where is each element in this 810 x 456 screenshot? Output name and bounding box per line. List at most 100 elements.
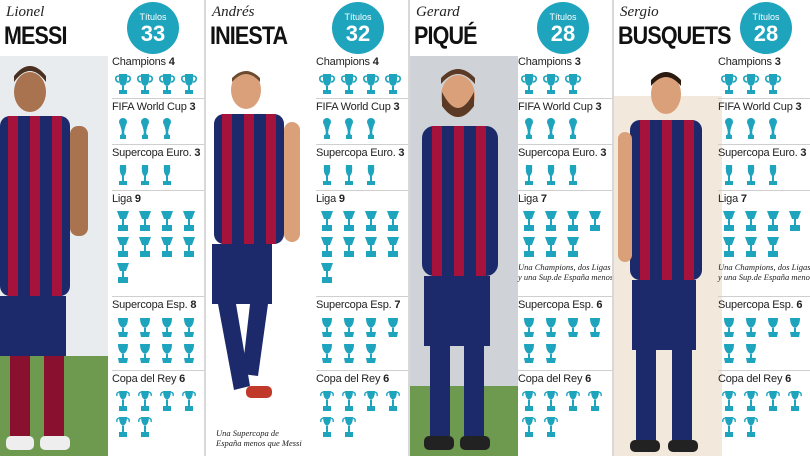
section-title: Copa del Rey 6 [518,373,612,386]
player-first-name: Lionel [6,4,45,20]
player-last-name: BUSQUETS [618,22,731,50]
trophy-sections: Champions 4 FIFA World Cup 3 Supercopa E… [316,54,408,456]
player-first-name: Sergio [620,4,659,20]
liga-trophy-icon [112,209,134,235]
section-title: Liga 9 [316,193,408,206]
supercopa-trophy-icon [316,163,338,189]
section-title: Supercopa Esp. 8 [112,299,204,312]
cup-row [112,389,200,441]
copa-del-rey-trophy-icon [338,415,360,441]
supercopa-trophy-icon [762,163,784,189]
liga-trophy-icon [360,235,382,261]
copa-del-rey-trophy-icon [134,415,156,441]
cup-row [316,315,404,367]
player-first-name: Gerard [416,4,460,20]
supercopa-trophy-icon [540,163,562,189]
section-label: FIFA World Cup [718,101,793,113]
liga-trophy-icon [584,209,606,235]
copa-del-rey-trophy-icon [382,389,404,415]
liga-trophy-icon [562,209,584,235]
liga-trophy-icon [740,209,762,235]
section-title: Liga 7 [518,193,612,206]
player-figure-icon [206,56,314,456]
liga-trophy-icon [382,209,404,235]
section-supercopa-esp: Supercopa Esp. 8 [112,296,204,370]
section-champions: Champions 4 [112,54,204,98]
supercopa-espana-trophy-icon [338,315,360,341]
note-line: y una Sup.de España menos [718,272,810,282]
supercopa-espana-trophy-icon [382,315,404,341]
liga-trophy-icon [316,235,338,261]
cup-row [518,117,606,143]
cup-row [518,209,606,261]
section-count: 3 [393,101,400,113]
section-world-cup: FIFA World Cup 3 [518,98,612,144]
copa-del-rey-trophy-icon [718,415,740,441]
copa-del-rey-trophy-icon [112,415,134,441]
section-label: Copa del Rey [112,373,177,385]
section-label: Supercopa Euro. [518,147,598,159]
cup-row [112,72,200,98]
supercopa-espana-trophy-icon [316,315,338,341]
section-title: Copa del Rey 6 [112,373,204,386]
liga-trophy-icon [112,235,134,261]
liga-trophy-icon [134,235,156,261]
section-title: FIFA World Cup 3 [112,101,204,114]
section-label: Supercopa Esp. [112,299,188,311]
copa-del-rey-trophy-icon [178,389,200,415]
section-label: Liga [518,193,538,205]
copa-del-rey-trophy-icon [112,389,134,415]
titles-badge: Títulos 28 [740,2,792,54]
cup-row [316,209,404,287]
section-count: 9 [134,193,141,205]
supercopa-espana-trophy-icon [740,315,762,341]
liga-trophy-icon [338,235,360,261]
world-cup-trophy-icon [134,117,156,143]
supercopa-espana-trophy-icon [156,315,178,341]
section-supercopa-euro: Supercopa Euro. 3 [718,144,810,190]
section-copa-del-rey: Copa del Rey 6 [518,370,612,456]
big-eared-trophy-icon [518,72,540,98]
section-title: Champions 3 [718,56,810,69]
section-count: 3 [189,101,196,113]
section-count: 6 [585,373,592,385]
world-cup-trophy-icon [540,117,562,143]
section-label: Supercopa Esp. [718,299,794,311]
section-count: 7 [394,299,401,311]
cup-row [316,72,404,98]
cup-row [112,209,200,287]
liga-trophy-icon [382,235,404,261]
big-eared-trophy-icon [338,72,360,98]
section-count: 6 [596,299,603,311]
player-photo [0,56,108,456]
supercopa-espana-trophy-icon [112,315,134,341]
cup-row [316,163,404,189]
supercopa-espana-trophy-icon [718,315,740,341]
big-eared-trophy-icon [540,72,562,98]
supercopa-espana-trophy-icon [338,341,360,367]
section-count: 8 [190,299,197,311]
big-eared-trophy-icon [382,72,404,98]
cup-row [518,389,606,441]
liga-trophy-icon [112,261,134,287]
section-count: 3 [595,101,602,113]
section-count: 3 [574,56,581,68]
copa-del-rey-trophy-icon [762,389,784,415]
player-panel-iniesta: Andrés INIESTA Títulos 32 Una Supercopa … [204,0,408,456]
section-title: Liga 9 [112,193,204,206]
section-label: Champions [718,56,772,68]
big-eared-trophy-icon [134,72,156,98]
section-label: Champions [316,56,370,68]
section-label: Supercopa Euro. [112,147,192,159]
cup-row [718,72,806,98]
section-count: 6 [785,373,792,385]
copa-del-rey-trophy-icon [360,389,382,415]
copa-del-rey-trophy-icon [562,389,584,415]
copa-del-rey-trophy-icon [518,389,540,415]
big-eared-trophy-icon [316,72,338,98]
section-title: Supercopa Esp. 6 [718,299,810,312]
liga-trophy-icon [134,209,156,235]
copa-del-rey-trophy-icon [316,415,338,441]
supercopa-espana-trophy-icon [134,341,156,367]
supercopa-trophy-icon [518,163,540,189]
